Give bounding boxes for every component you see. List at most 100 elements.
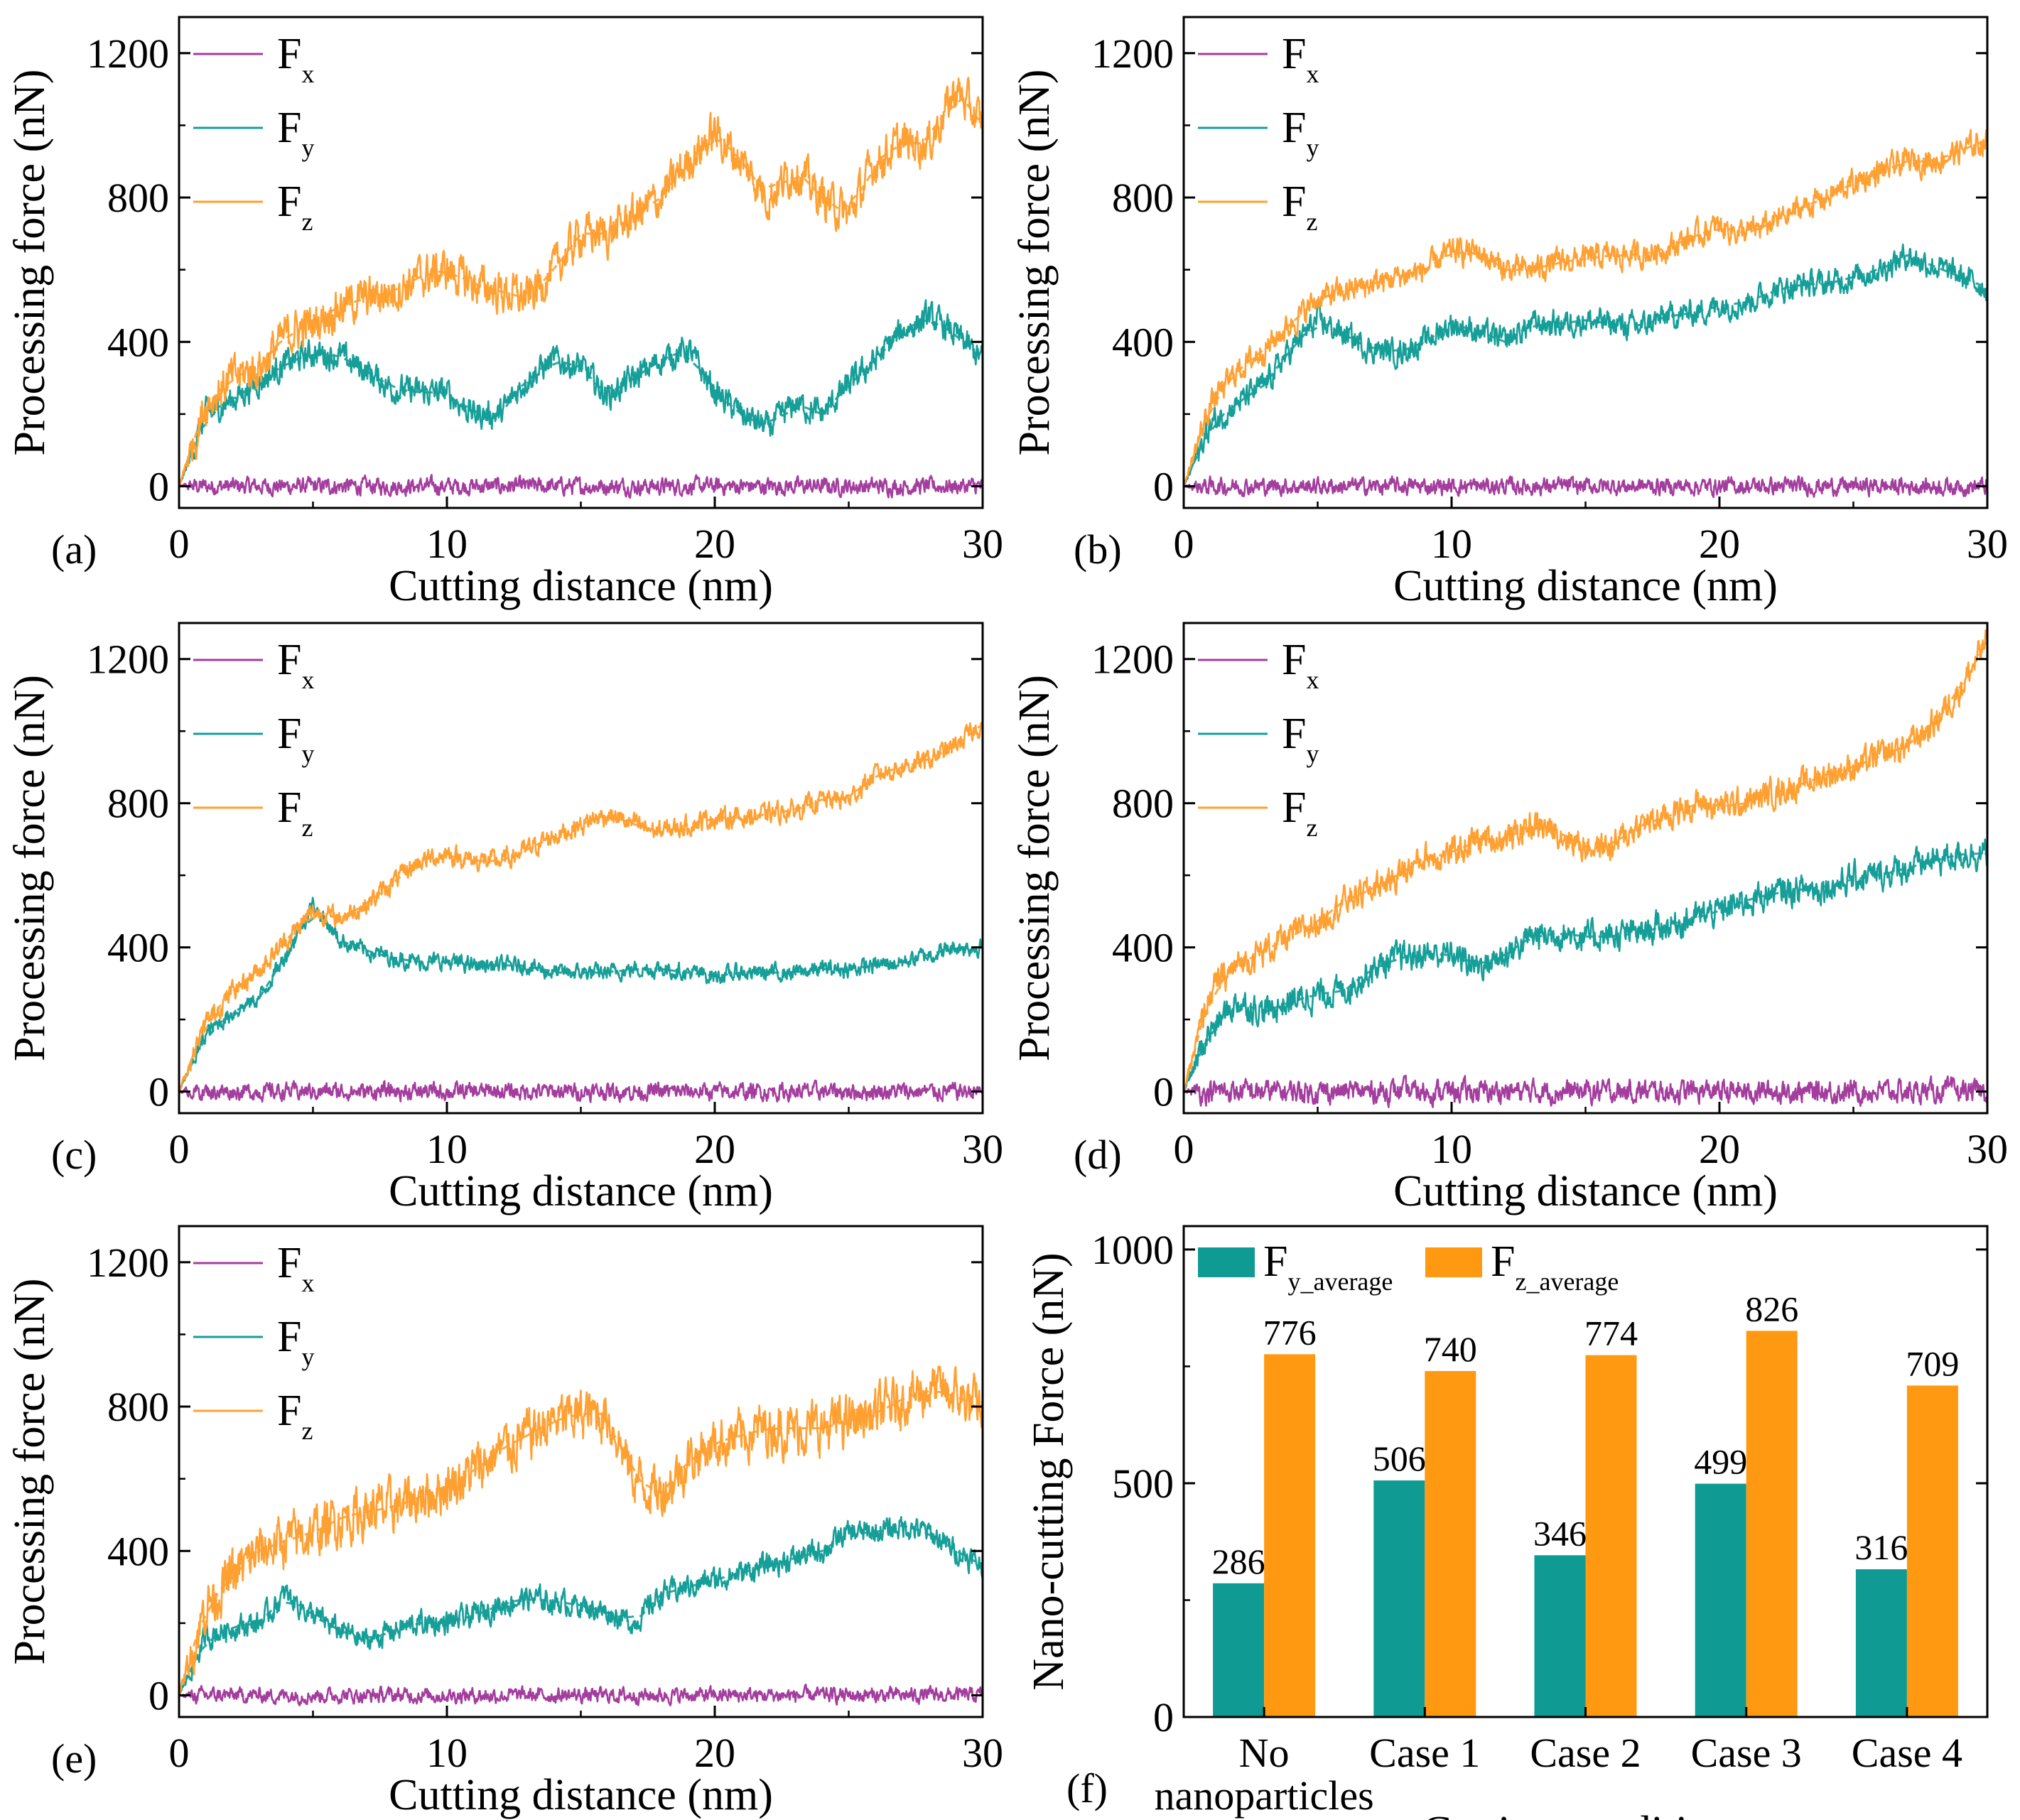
chart-panel-4: 0 400 800 1200 0 10 20 30 Cutting distance (nm) P… [6,1225,1003,1819]
x-tick-label: 20 [1699,1126,1740,1172]
x-tick-label: 30 [1967,1126,2008,1172]
x-tick-label: 30 [1967,521,2008,567]
series-fx-line [1183,1074,1989,1108]
bar-fy_average [1534,1555,1586,1717]
bar-fz_average [1425,1371,1476,1717]
legend-label-x: Fx [277,1239,314,1297]
legend-swatch-y_average [1198,1247,1255,1277]
y-tick-label: 0 [1153,1694,1174,1740]
bar-fy_average [1373,1480,1425,1717]
legend-label-z: Fz [1282,784,1317,842]
series-fx-line [178,1684,983,1707]
chart-panel-3: 0 400 800 1200 0 10 20 30 Cutting distance (nm) P… [1010,622,2008,1215]
series-fz-trend [178,97,984,487]
x-axis-title: Cutting distance (nm) [389,1167,773,1215]
legend-label-y: Fy [277,104,314,162]
y-tick-label: 400 [1112,319,1174,365]
series-fz-line [178,77,984,487]
chart-panel-0: 0 400 800 1200 0 10 20 30 Cutting distance (nm) P… [6,16,1003,610]
y-axis-title: Processing force (nN) [1010,69,1059,455]
y-tick-label: 400 [107,1528,169,1574]
y-tick-label: 1200 [1091,31,1174,77]
series-fz-trend [178,722,983,1093]
bar-fz_average [1585,1355,1637,1717]
x-tick-label: 0 [169,521,190,567]
y-tick-label: 1000 [1091,1227,1174,1273]
plot-frame [178,622,984,1115]
y-tick-label: 1200 [87,637,169,683]
series-fz-line [178,1365,984,1696]
panel-label: (e) [51,1735,97,1782]
category-label: Case 3 [1691,1730,1802,1776]
x-tick-label: 0 [169,1126,190,1172]
series-fy-line [1182,838,1989,1093]
legend-label-z: Fz [277,178,313,236]
bar-value-label: 499 [1694,1442,1747,1482]
bar-value-label: 506 [1373,1439,1426,1478]
y-tick-label: 800 [107,175,169,221]
y-tick-label: 1200 [87,1240,169,1286]
bar-fz_average [1746,1331,1798,1717]
bar-fy_average [1213,1583,1265,1717]
plot-frame [178,16,984,509]
legend-label-x: Fx [277,30,314,88]
legend-label-x: Fx [1282,636,1319,694]
series-fx-line [1183,475,1988,499]
series-fy-trend [1182,852,1987,1093]
x-tick-label: 0 [1174,1126,1194,1172]
x-tick-label: 10 [1431,1126,1472,1172]
x-tick-label: 20 [1699,521,1740,567]
y-tick-label: 500 [1112,1461,1174,1507]
panel-label: (b) [1074,526,1122,573]
plot-frame [1182,16,1989,509]
x-axis-title: Cutting distance (nm) [1393,562,1778,610]
legend-label-y: Fy [277,710,314,768]
category-label: nanoparticles [1154,1772,1373,1819]
x-tick-label: 0 [1174,521,1194,567]
panel-label: (a) [51,526,97,573]
y-tick-label: 0 [148,464,169,510]
legend-label-y: Fy [1282,104,1319,162]
legend-label-y: Fy [1282,710,1319,768]
plot-frame [1182,622,1989,1115]
legend-label-z_average: Fz_average [1491,1237,1619,1296]
legend-label-z: Fz [1282,178,1317,236]
bar-value-label: 776 [1263,1312,1317,1352]
bar-value-label: 826 [1745,1289,1798,1328]
y-axis-title: Nano-cutting Force (nN) [1025,1252,1073,1690]
legend-label-x: Fx [1282,30,1319,88]
series-fx-line [178,1079,984,1103]
x-tick-label: 10 [426,1730,468,1776]
chart-panel-1: 0 400 800 1200 0 10 20 30 Cutting distance (nm) P… [1010,16,2008,610]
category-label: Case 4 [1852,1730,1962,1776]
series-fx-line [178,474,983,499]
y-tick-label: 1200 [1091,637,1174,683]
series-fy-line [178,299,984,487]
y-tick-label: 800 [1112,781,1174,827]
x-tick-label: 30 [962,521,1003,567]
x-tick-label: 30 [962,1730,1003,1776]
x-axis-title: Cutting distance (nm) [389,562,773,610]
series-fy-trend [178,911,983,1093]
series-fz-trend [178,1390,983,1696]
bar-value-label: 709 [1906,1343,1959,1383]
x-axis-title: Cutting distance (nm) [389,1771,773,1819]
y-tick-label: 400 [1112,925,1174,971]
legend-label-y: Fy [277,1313,314,1371]
y-tick-label: 0 [1153,1069,1174,1115]
y-tick-label: 800 [107,1384,169,1430]
series-fy-trend [1182,254,1988,487]
y-tick-label: 400 [107,319,169,365]
y-axis-title: Processing force (nN) [1010,675,1059,1061]
x-tick-label: 10 [426,1126,468,1172]
x-tick-label: 0 [169,1730,190,1776]
plot-frame [178,1225,984,1718]
x-tick-label: 20 [694,1730,735,1776]
x-tick-label: 20 [694,1126,735,1172]
panel-label: (f) [1066,1765,1108,1811]
bar-fy_average [1695,1483,1746,1717]
series-fy-trend [178,319,984,487]
x-axis-title: Cutting distance (nm) [1393,1167,1778,1215]
series-fz-trend [1182,139,1988,487]
